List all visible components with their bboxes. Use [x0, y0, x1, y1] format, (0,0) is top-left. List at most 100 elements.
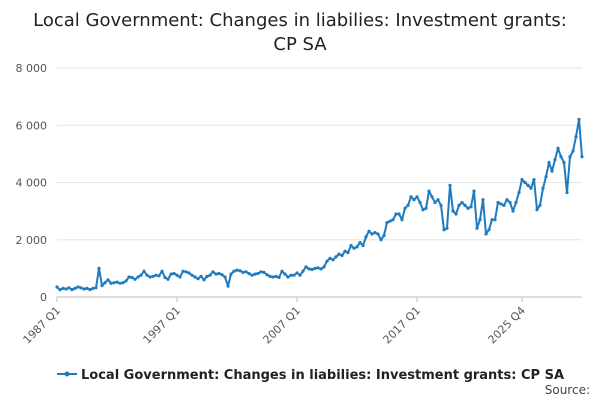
- data-point: [172, 271, 176, 276]
- y-tick-label: 4 000: [16, 177, 48, 190]
- data-point: [187, 271, 191, 275]
- data-point: [433, 200, 437, 205]
- data-point: [256, 271, 260, 276]
- data-point: [562, 160, 566, 165]
- data-point: [106, 278, 110, 282]
- chart-title-line-2: CP SA: [273, 34, 327, 55]
- y-axis: 0 2 000 4 000 6 000 8 000: [16, 62, 48, 304]
- x-tick-label: 1997 Q1: [141, 304, 184, 347]
- data-point: [199, 274, 203, 278]
- data-point: [136, 275, 140, 279]
- data-point: [385, 221, 389, 225]
- data-point: [274, 274, 278, 278]
- data-point: [310, 267, 314, 272]
- x-axis: 1987 Q1 1997 Q1 2007 Q1 2017 Q1 2025 Q4: [21, 297, 528, 347]
- data-point: [400, 218, 404, 222]
- grid-layer: [57, 67, 582, 298]
- data-point: [538, 203, 542, 207]
- data-point: [283, 272, 287, 276]
- data-point: [454, 212, 458, 216]
- data-point: [358, 241, 362, 245]
- data-point: [559, 155, 563, 159]
- data-point: [445, 226, 449, 230]
- data-point: [499, 202, 503, 206]
- data-point: [406, 203, 410, 207]
- data-point: [343, 249, 347, 253]
- data-point: [247, 271, 251, 276]
- data-point: [178, 275, 182, 279]
- data-point: [304, 265, 308, 269]
- data-point: [88, 288, 92, 292]
- data-point: [382, 233, 386, 238]
- data-point: [424, 206, 428, 210]
- data-point: [346, 251, 350, 255]
- source-label: Source:: [545, 383, 590, 397]
- data-point: [325, 259, 329, 263]
- data-point: [70, 288, 74, 292]
- data-point: [271, 275, 275, 279]
- data-point: [223, 275, 227, 279]
- data-point: [151, 274, 155, 278]
- data-point: [565, 190, 569, 195]
- data-point: [115, 280, 119, 284]
- data-point: [328, 256, 332, 260]
- data-point: [532, 178, 536, 182]
- y-tick-label: 8 000: [16, 62, 48, 75]
- data-point: [496, 200, 500, 205]
- data-point: [370, 232, 374, 236]
- data-point: [505, 198, 509, 202]
- data-point: [475, 226, 479, 230]
- data-point: [268, 274, 272, 278]
- data-point: [535, 208, 539, 212]
- data-point: [490, 218, 494, 222]
- data-point: [154, 273, 158, 277]
- data-point: [286, 275, 290, 279]
- data-point: [550, 169, 554, 173]
- legend-marker-icon: [64, 371, 70, 377]
- data-point: [394, 212, 398, 216]
- data-point: [364, 235, 368, 239]
- data-point: [262, 270, 266, 274]
- data-point: [307, 267, 311, 271]
- series-layer: [55, 117, 584, 292]
- data-point: [55, 285, 59, 289]
- data-point: [439, 203, 443, 207]
- data-point: [484, 232, 488, 236]
- data-point: [397, 212, 401, 216]
- data-point: [289, 273, 293, 277]
- data-point: [460, 200, 464, 205]
- data-point: [253, 272, 257, 276]
- data-point: [373, 231, 377, 235]
- data-point: [334, 255, 338, 259]
- data-point: [208, 273, 212, 277]
- data-point: [280, 269, 284, 273]
- data-point: [421, 208, 425, 212]
- data-point: [130, 275, 134, 280]
- data-point: [436, 198, 440, 202]
- data-point: [145, 273, 149, 277]
- data-point: [202, 278, 206, 282]
- data-point: [466, 206, 470, 210]
- data-point: [139, 273, 143, 277]
- data-point: [412, 198, 416, 202]
- data-point: [322, 265, 326, 269]
- data-point: [448, 183, 452, 187]
- data-point: [76, 285, 80, 289]
- data-point: [166, 277, 170, 281]
- data-point: [574, 135, 578, 139]
- data-point: [478, 218, 482, 222]
- data-point: [553, 158, 557, 162]
- data-point: [190, 273, 194, 277]
- data-point: [544, 175, 548, 179]
- data-point: [103, 281, 107, 285]
- data-point: [493, 218, 497, 222]
- data-point: [301, 269, 305, 273]
- data-point: [124, 279, 128, 283]
- legend: Local Government: Changes in liabilies: …: [57, 368, 564, 383]
- data-point: [361, 243, 365, 248]
- data-point: [481, 198, 485, 202]
- data-point: [244, 270, 248, 274]
- data-point: [109, 281, 113, 285]
- chart-title-line-1: Local Government: Changes in liabilies: …: [33, 10, 567, 31]
- data-point: [163, 275, 167, 280]
